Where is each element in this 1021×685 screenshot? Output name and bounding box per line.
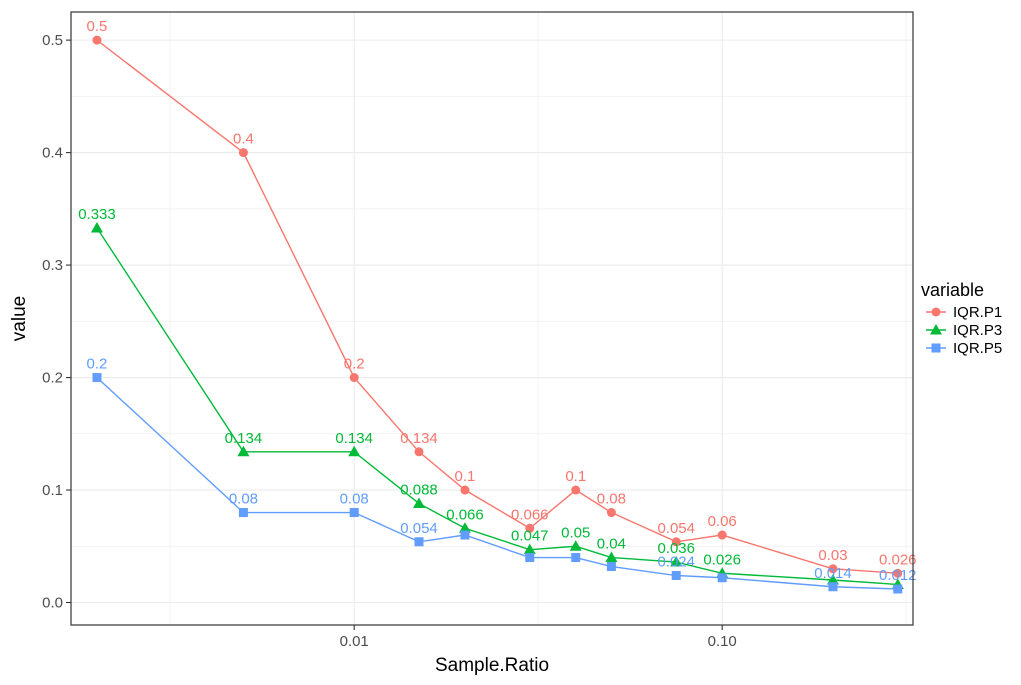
data-point-iqr-p1 <box>460 485 470 495</box>
data-point-iqr-p1 <box>606 508 616 518</box>
data-label-iqr-p1: 0.03 <box>818 547 847 564</box>
data-point-iqr-p3 <box>458 522 471 533</box>
data-point-iqr-p1 <box>92 35 102 45</box>
data-point-iqr-p1 <box>828 564 838 574</box>
data-label-iqr-p1: 0.4 <box>233 131 254 148</box>
legend-label: IQR.P5 <box>953 340 1002 357</box>
series-line-iqr-p3 <box>96 227 898 586</box>
data-point-iqr-p3 <box>348 445 361 457</box>
data-label-iqr-p5: 0.08 <box>340 491 369 508</box>
data-point-iqr-p5 <box>893 584 903 594</box>
y-axis-title: value <box>9 296 30 341</box>
data-label-iqr-p1: 0.026 <box>879 551 917 568</box>
data-point-iqr-p3 <box>523 543 536 555</box>
data-point-iqr-p1 <box>238 148 248 158</box>
data-label-iqr-p5: 0.014 <box>814 565 852 582</box>
data-label-iqr-p3: 0.333 <box>78 206 116 223</box>
data-point-iqr-p1 <box>525 523 535 533</box>
data-label-iqr-p3: 0.066 <box>446 506 484 523</box>
data-label-iqr-p3: 0.047 <box>511 528 549 545</box>
data-point-iqr-p3 <box>605 551 618 563</box>
data-point-iqr-p1 <box>571 485 581 495</box>
data-point-iqr-p3 <box>826 574 839 585</box>
data-label-iqr-p3: 0.04 <box>597 536 626 553</box>
x-axis-title: Sample.Ratio <box>435 655 549 676</box>
data-label-iqr-p1: 0.1 <box>455 468 476 485</box>
plot-border <box>70 11 914 626</box>
x-tick-label: 0.01 <box>340 633 369 650</box>
data-point-iqr-p5 <box>238 508 248 518</box>
series-iqr-p1 <box>92 35 903 578</box>
data-point-iqr-p3 <box>670 556 683 567</box>
y-tick-label: 0.0 <box>42 595 63 612</box>
data-label-iqr-p1: 0.054 <box>657 520 695 537</box>
data-label-iqr-p5: 0.054 <box>400 520 438 537</box>
y-axis: 0.0 0.1 0.2 0.3 0.4 0.5 <box>42 32 71 612</box>
series-line-iqr-p1 <box>96 39 898 574</box>
data-point-iqr-p1 <box>414 447 424 457</box>
data-label-iqr-p1: 0.06 <box>708 513 737 530</box>
x-tick-label: 0.10 <box>708 633 737 650</box>
data-label-iqr-p5: 0.012 <box>879 567 917 584</box>
data-point-iqr-p5 <box>460 530 470 540</box>
data-point-iqr-p5 <box>828 582 838 592</box>
plot-panel <box>71 12 913 625</box>
data-labels-layer: 0.5 0.4 0.2 0.134 0.1 0.066 0.1 0.08 0.054 0.06 0.… <box>78 18 916 584</box>
data-point-iqr-p5 <box>525 553 535 563</box>
data-point-iqr-p5 <box>349 508 359 518</box>
data-point-iqr-p5 <box>571 553 581 563</box>
y-tick-label: 0.5 <box>42 32 63 49</box>
minor-gridlines <box>71 12 913 625</box>
data-label-iqr-p5: 0.08 <box>229 491 258 508</box>
data-point-iqr-p1 <box>717 530 727 540</box>
series-layer <box>90 35 904 594</box>
data-label-iqr-p1: 0.066 <box>511 506 549 523</box>
y-tick-label: 0.1 <box>42 482 63 499</box>
legend-label: IQR.P1 <box>953 304 1002 321</box>
legend-key-square-icon <box>931 343 941 353</box>
data-point-iqr-p3 <box>90 221 103 233</box>
legend-key-triangle-icon <box>930 324 942 335</box>
legend-item-iqr-p1: IQR.P1 <box>926 304 1002 321</box>
data-point-iqr-p3 <box>237 445 250 457</box>
data-label-iqr-p5: 0.024 <box>657 554 695 571</box>
legend-title: variable <box>921 280 984 300</box>
data-label-iqr-p1: 0.134 <box>400 430 438 447</box>
data-label-iqr-p1: 0.5 <box>87 18 108 35</box>
data-point-iqr-p5 <box>414 537 424 547</box>
legend-item-iqr-p5: IQR.P5 <box>926 340 1002 357</box>
data-label-iqr-p3: 0.088 <box>400 482 438 499</box>
data-point-iqr-p3 <box>412 497 425 509</box>
data-point-iqr-p1 <box>893 568 903 578</box>
data-label-iqr-p5: 0.2 <box>87 356 108 373</box>
data-point-iqr-p5 <box>92 373 102 383</box>
data-label-iqr-p3: 0.134 <box>225 430 263 447</box>
data-label-iqr-p3: 0.036 <box>657 540 695 557</box>
data-point-iqr-p1 <box>349 373 359 383</box>
y-tick-label: 0.2 <box>42 370 63 387</box>
data-label-iqr-p1: 0.08 <box>597 491 626 508</box>
data-label-iqr-p3: 0.05 <box>561 524 590 541</box>
y-tick-label: 0.4 <box>42 145 63 162</box>
y-tick-label: 0.3 <box>42 257 63 274</box>
series-iqr-p5 <box>92 373 903 594</box>
series-line-iqr-p5 <box>96 377 898 590</box>
data-point-iqr-p5 <box>717 573 727 583</box>
legend-key-circle-icon <box>931 307 941 317</box>
data-label-iqr-p1: 0.2 <box>344 356 365 373</box>
data-label-iqr-p3: 0.134 <box>335 430 373 447</box>
data-point-iqr-p3 <box>569 540 582 551</box>
data-label-iqr-p3: 0.026 <box>703 551 741 568</box>
data-label-iqr-p1: 0.1 <box>565 468 586 485</box>
x-axis: 0.01 0.10 <box>340 625 737 650</box>
data-point-iqr-p5 <box>671 571 681 581</box>
legend-label: IQR.P3 <box>953 322 1002 339</box>
data-point-iqr-p1 <box>671 537 681 547</box>
data-point-iqr-p5 <box>606 562 616 572</box>
major-gridlines <box>71 12 913 625</box>
legend-item-iqr-p3: IQR.P3 <box>926 322 1002 339</box>
